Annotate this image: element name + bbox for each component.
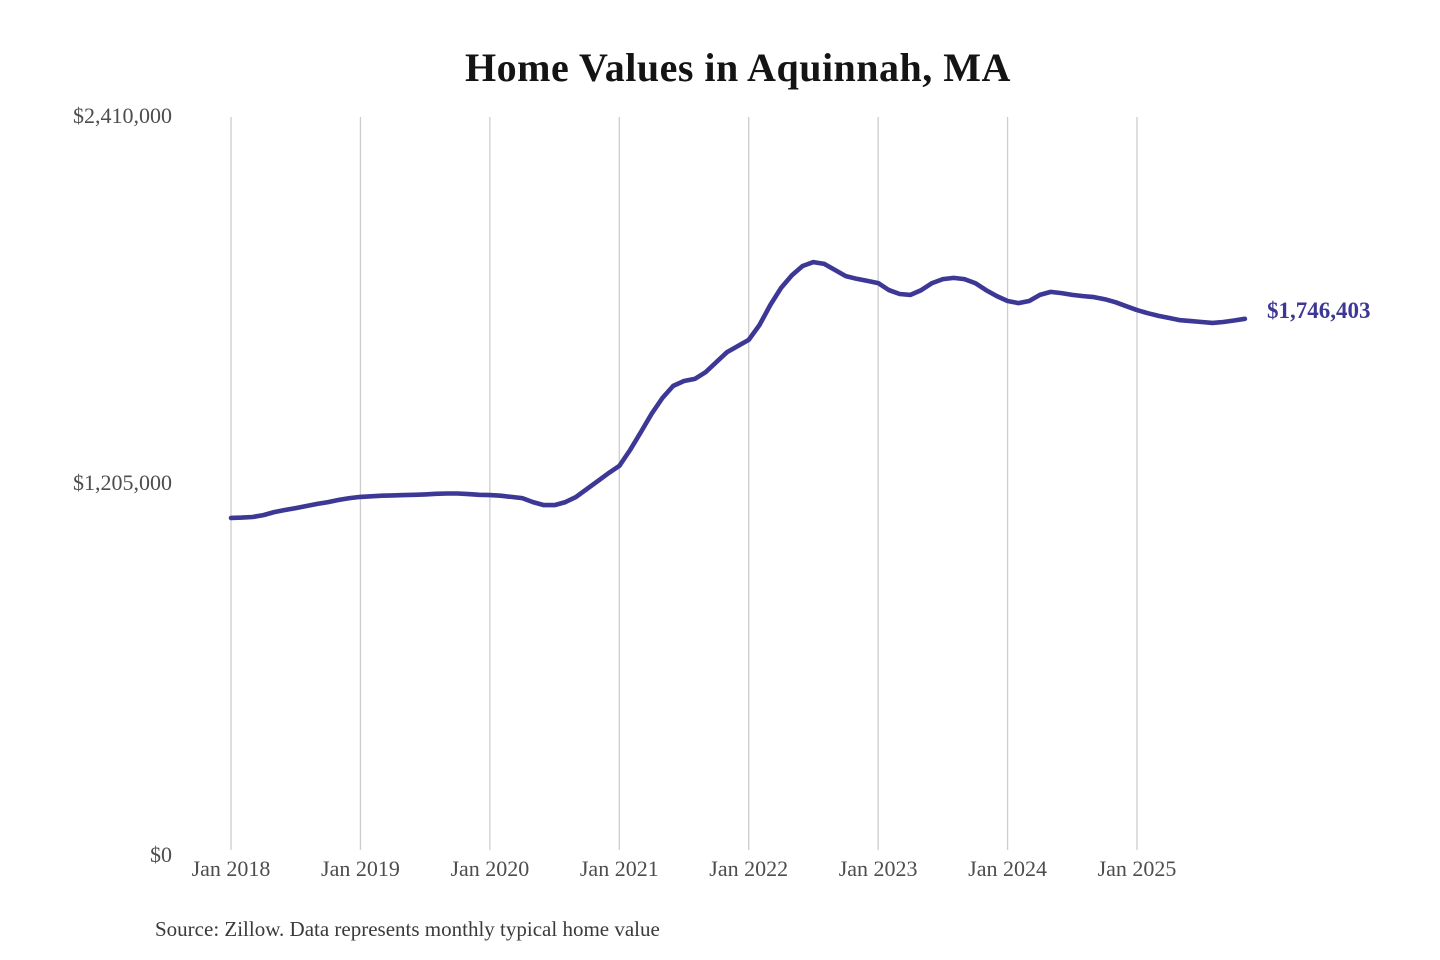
y-axis-tick-1: $1,205,000 xyxy=(73,469,172,495)
latest-value-label: $1,746,403 xyxy=(1267,298,1371,323)
x-axis-tick-jan-2019: Jan 2019 xyxy=(321,856,400,881)
x-axis-tick-jan-2024: Jan 2024 xyxy=(968,856,1047,881)
x-axis-tick-jan-2025: Jan 2025 xyxy=(1097,856,1177,881)
chart-title: Home Values in Aquinnah, MA xyxy=(465,45,1011,90)
x-axis-tick-jan-2021: Jan 2021 xyxy=(579,856,659,881)
home-value-line-series xyxy=(228,259,1248,521)
x-axis-tick-jan-2020: Jan 2020 xyxy=(450,856,530,881)
y-axis-tick-0: $0 xyxy=(150,842,172,867)
y-axis-tick-2: $2,410,000 xyxy=(73,103,172,128)
source-attribution: Source: Zillow. Data represents monthly … xyxy=(155,917,660,941)
x-axis-tick-jan-2023: Jan 2023 xyxy=(838,856,918,881)
x-axis-tick-jan-2022: Jan 2022 xyxy=(709,856,789,881)
vertical-gridlines xyxy=(230,117,1138,850)
x-axis-tick-jan-2018: Jan 2018 xyxy=(191,856,271,881)
